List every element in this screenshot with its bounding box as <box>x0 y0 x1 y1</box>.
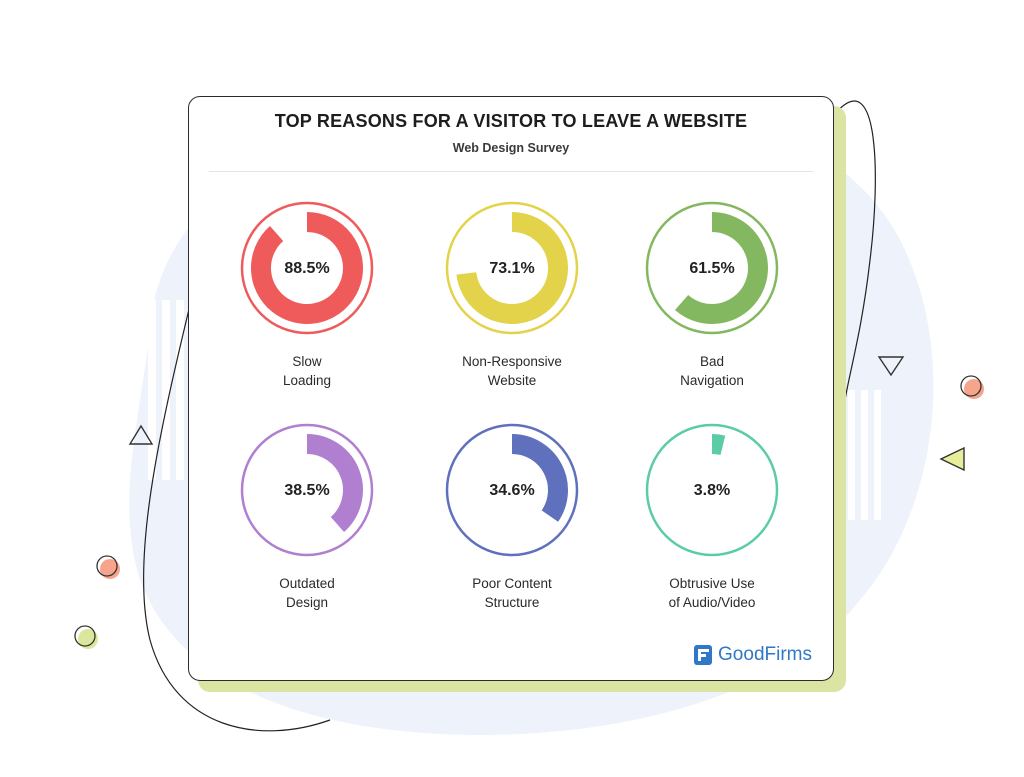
gauge-outdated-design: 38.5% Outdated Design <box>217 423 397 633</box>
gauge-outline <box>645 423 779 557</box>
donut-gauge <box>445 201 579 335</box>
gauge-label-line-1: Poor Content <box>472 576 552 591</box>
gauge-label: Bad Navigation <box>622 352 802 390</box>
gauge-label: Slow Loading <box>217 352 397 390</box>
gauge-label: Obtrusive Use of Audio/Video <box>622 574 802 612</box>
gauge-non-responsive: 73.1% Non-Responsive Website <box>422 201 602 411</box>
gauge-obtrusive-audio-video: 3.8% Obtrusive Use of Audio/Video <box>622 423 802 633</box>
gauge-outline <box>240 423 374 557</box>
donut-gauge <box>240 201 374 335</box>
gauge-value: 61.5% <box>689 260 735 277</box>
gauge-poor-content: 34.6% Poor Content Structure <box>422 423 602 633</box>
gauge-arc <box>674 212 768 324</box>
right-stripes <box>848 390 881 520</box>
gauge-value: 88.5% <box>284 260 330 277</box>
gauge-label-line-2: Design <box>285 595 329 610</box>
gauge-label: Outdated Design <box>217 574 397 612</box>
triangle-up-icon <box>128 424 154 445</box>
gauge-arc <box>306 434 363 532</box>
donut-gauge <box>645 201 779 335</box>
gauge-bad-navigation: 61.5% Bad Navigation <box>622 201 802 411</box>
gauge-label-line-1: Slow <box>292 354 322 369</box>
gauge-arc <box>511 434 568 522</box>
circle-orange-right-icon <box>960 375 984 399</box>
donut-gauge <box>240 423 374 557</box>
gauge-label-line-1: Bad <box>699 354 725 369</box>
gauge-label-line-2: Loading <box>282 373 332 388</box>
loop-line <box>142 100 876 732</box>
gauge-arc <box>456 212 568 324</box>
gauge-arc <box>251 212 363 324</box>
circle-green-icon <box>74 625 98 649</box>
brand-name: GoodFirms <box>718 644 812 665</box>
left-stripes <box>148 300 184 480</box>
gauge-label: Poor Content Structure <box>422 574 602 612</box>
gauge-label: Non-Responsive Website <box>422 352 602 390</box>
gauge-value: 73.1% <box>489 260 535 277</box>
gauge-outline <box>445 201 579 335</box>
donut-gauge <box>445 423 579 557</box>
gauge-outline <box>445 423 579 557</box>
gauge-value: 34.6% <box>489 482 535 499</box>
gauge-label-line-1: Obtrusive Use <box>669 576 755 591</box>
title-divider <box>209 171 813 172</box>
gauge-value: 3.8% <box>693 482 731 499</box>
goodfirms-logo-icon <box>694 645 713 665</box>
brand-logo: GoodFirms <box>694 644 812 666</box>
gauge-label-line-2: of Audio/Video <box>668 595 756 610</box>
gauge-slow-loading: 88.5% Slow Loading <box>217 201 397 411</box>
circle-orange-left-icon <box>96 555 120 579</box>
infographic-card: TOP REASONS FOR A VISITOR TO LEAVE A WEB… <box>188 96 834 681</box>
gauge-outline <box>240 201 374 335</box>
gauge-label-line-2: Navigation <box>680 373 744 388</box>
gauge-label-line-1: Outdated <box>279 576 335 591</box>
gauge-label-line-1: Non-Responsive <box>462 354 562 369</box>
gauge-label-line-2: Structure <box>484 595 540 610</box>
triangle-down-icon <box>877 356 905 377</box>
gauge-value: 38.5% <box>284 482 330 499</box>
triangle-left-icon <box>939 446 965 472</box>
gauge-arc <box>711 434 726 456</box>
gauge-outline <box>645 201 779 335</box>
chart-subtitle: Web Design Survey <box>452 141 570 155</box>
chart-title: TOP REASONS FOR A VISITOR TO LEAVE A WEB… <box>274 111 748 131</box>
donut-gauge <box>645 423 779 557</box>
gauge-label-line-2: Website <box>487 373 537 388</box>
